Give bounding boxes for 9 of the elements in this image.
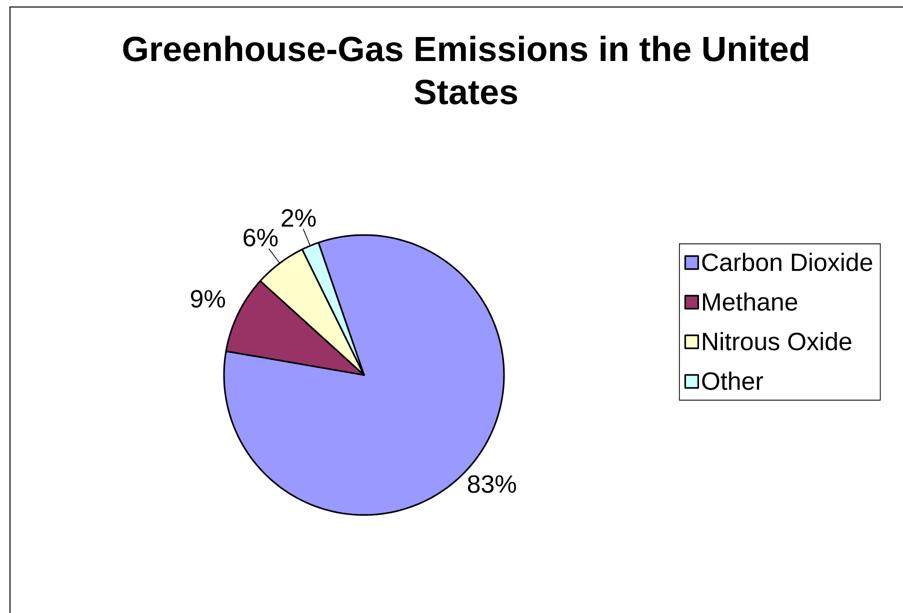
data-label: 6%	[244, 228, 278, 246]
legend-label: Methane	[703, 292, 798, 311]
legend-label: Carbon Dioxide	[702, 252, 872, 272]
data-label: 2%	[282, 209, 316, 227]
chart-title: Greenhouse-Gas Emissions in the United States	[123, 36, 808, 104]
legend-label: Nitrous Oxide	[703, 332, 852, 350]
data-label: 83%	[468, 475, 516, 493]
data-label: 9%	[190, 290, 226, 308]
legend-label: Other	[702, 372, 764, 390]
